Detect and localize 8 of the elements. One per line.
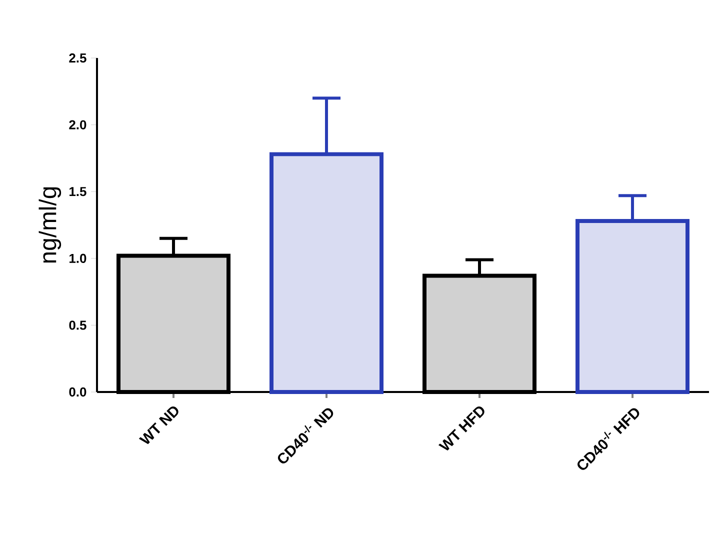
y-tick-label: 1.0 <box>70 254 86 263</box>
y-tick-label: 0.5 <box>69 320 86 330</box>
y-axis-title: ng/ml/g <box>38 187 62 263</box>
x-tick-label: WT ND <box>138 406 178 444</box>
y-tick-label: 2.5 <box>69 53 86 63</box>
y-tick-label: 2.0 <box>69 120 86 130</box>
y-tick-label: 0.0 <box>69 387 86 397</box>
y-tick-label: 1.5 <box>70 187 86 196</box>
